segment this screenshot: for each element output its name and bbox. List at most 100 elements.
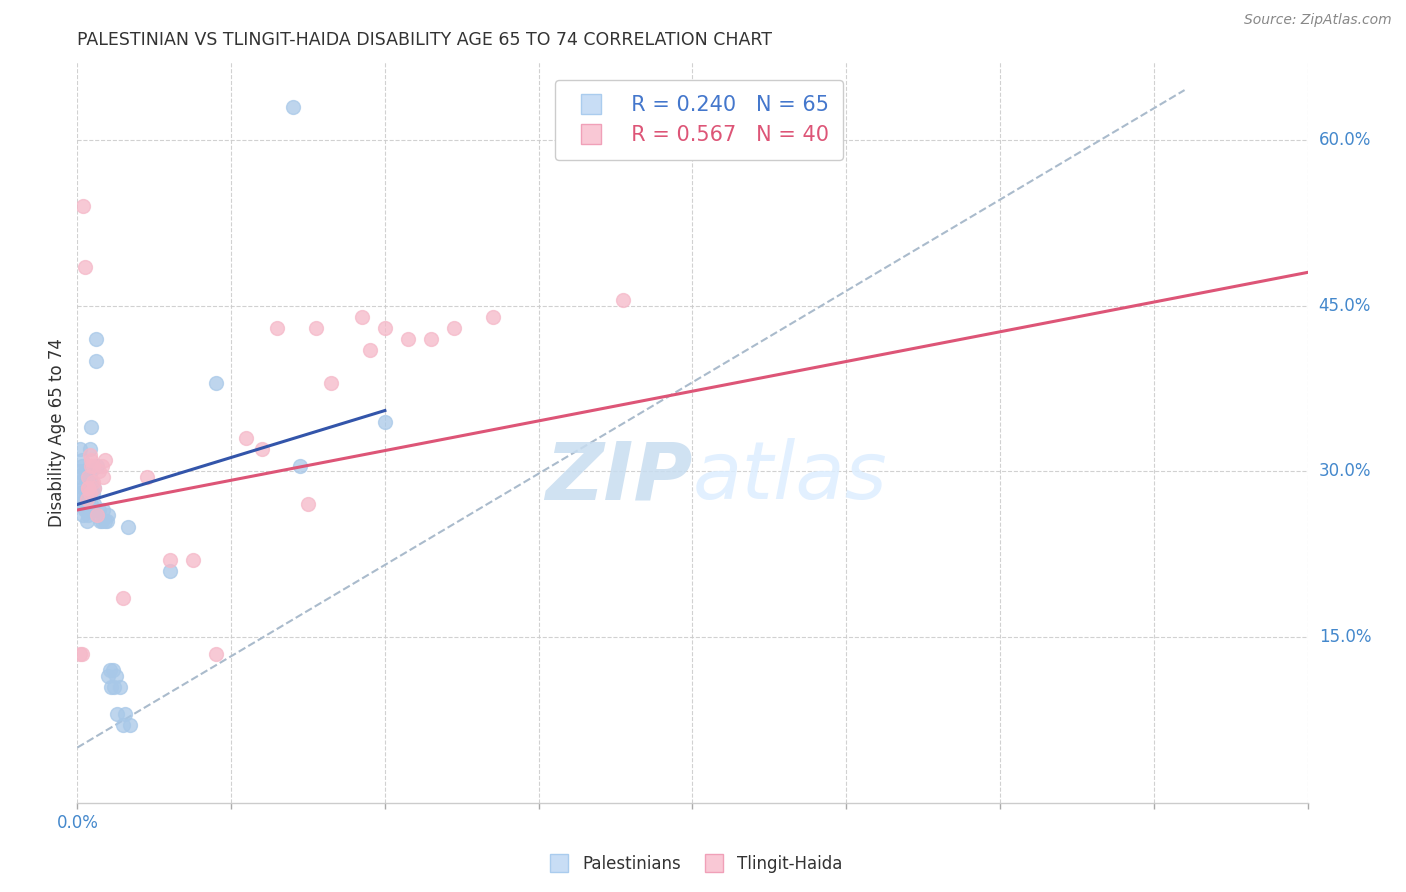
Point [70,453,93,467]
Point [70,647,93,661]
Point [374,415,396,429]
Point [103,680,125,694]
Point [481,310,503,324]
Point [374,320,396,334]
Point [86,458,108,473]
Text: 30.0%: 30.0% [1319,462,1371,480]
Point [110,680,132,694]
Point [135,470,157,484]
Point [77,498,100,512]
Point [77,481,100,495]
Text: atlas: atlas [693,438,887,516]
Point [87,464,110,478]
Point [80,420,103,434]
Point [181,552,204,566]
Point [204,376,226,390]
Point [118,718,141,732]
Point [84,332,107,346]
Point [612,293,634,307]
Point [67,498,90,512]
Point [80,475,103,490]
Y-axis label: Disability Age 65 to 74: Disability Age 65 to 74 [48,338,66,527]
Point [350,310,373,324]
Point [77,508,100,523]
Point [396,332,419,346]
Point [72,481,94,495]
Point [79,486,101,500]
Point [101,663,124,677]
Point [73,503,96,517]
Point [79,481,101,495]
Point [250,442,273,457]
Point [94,514,117,528]
Point [83,498,105,512]
Point [77,491,100,506]
Point [69,486,91,500]
Point [73,491,96,506]
Point [77,470,100,484]
Point [89,514,111,528]
Point [82,475,104,490]
Point [83,481,105,495]
Point [82,458,104,473]
Point [98,663,121,677]
Point [94,453,117,467]
Point [84,353,107,368]
Text: Source: ZipAtlas.com: Source: ZipAtlas.com [1244,13,1392,28]
Text: PALESTINIAN VS TLINGIT-HAIDA DISABILITY AGE 65 TO 74 CORRELATION CHART: PALESTINIAN VS TLINGIT-HAIDA DISABILITY … [77,31,772,49]
Point [80,464,103,478]
Point [76,486,98,500]
Point [114,707,136,722]
Text: 60.0%: 60.0% [1319,131,1371,149]
Point [80,458,103,473]
Point [82,503,104,517]
Point [359,343,381,357]
Point [73,498,96,512]
Point [112,718,135,732]
Point [290,458,312,473]
Point [420,332,443,346]
Point [80,498,103,512]
Point [112,591,135,606]
Point [93,503,115,517]
Point [97,508,120,523]
Point [77,470,100,484]
Point [90,458,114,473]
Point [443,320,465,334]
Point [96,514,118,528]
Point [77,491,100,506]
Point [72,498,94,512]
Point [281,100,304,114]
Point [90,514,114,528]
Point [70,458,93,473]
Point [159,564,181,578]
Point [93,470,115,484]
Point [79,448,101,462]
Point [73,470,96,484]
Point [79,503,101,517]
Point [76,503,98,517]
Point [82,486,104,500]
Point [73,464,96,478]
Point [79,442,101,457]
Text: ZIP: ZIP [546,438,693,516]
Point [76,475,98,490]
Point [80,453,103,467]
Point [86,508,108,523]
Point [297,498,319,512]
Point [70,475,93,490]
Point [105,707,128,722]
Point [69,442,91,457]
Point [69,647,91,661]
Point [79,486,101,500]
Point [97,669,120,683]
Point [87,503,110,517]
Point [77,481,100,495]
Point [72,486,94,500]
Legend: Palestinians, Tlingit-Haida: Palestinians, Tlingit-Haida [536,848,849,880]
Point [266,320,288,334]
Text: 15.0%: 15.0% [1319,628,1371,646]
Point [72,199,94,213]
Point [104,669,127,683]
Point [100,680,122,694]
